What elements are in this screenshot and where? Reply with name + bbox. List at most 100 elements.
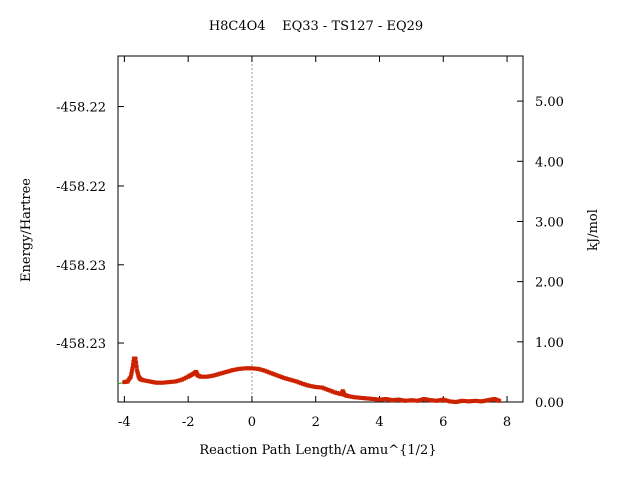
data-point-marker	[288, 377, 293, 382]
data-point-marker	[241, 366, 246, 371]
data-point-marker	[471, 399, 475, 403]
energy-profile-markers	[122, 356, 502, 404]
data-point-marker	[228, 368, 233, 373]
data-point-marker	[392, 398, 397, 402]
data-point-marker	[428, 398, 433, 403]
data-point-marker	[483, 398, 488, 403]
data-point-marker	[162, 380, 167, 385]
data-point-marker	[371, 397, 376, 401]
data-point-marker	[181, 376, 186, 381]
data-point-marker	[296, 380, 301, 385]
y-right-tick-label: 2.00	[535, 276, 564, 291]
data-point-marker	[377, 397, 382, 402]
data-point-marker	[473, 398, 478, 403]
data-point-marker	[254, 366, 259, 371]
y-left-tick-label: -458.23	[56, 259, 106, 274]
data-point-marker	[279, 375, 284, 380]
data-point-marker	[273, 372, 278, 377]
data-point-marker	[152, 380, 157, 385]
y-left-axis-ticks: -458.23 -458.23 -458.22 -458.22	[56, 101, 124, 352]
data-point-marker	[129, 372, 134, 377]
x-axis-ticks: -4 -2 0 2 4 6 8	[118, 56, 511, 430]
data-point-marker	[460, 398, 465, 403]
data-point-marker	[439, 398, 444, 402]
data-point-marker	[215, 372, 220, 377]
data-point-marker	[386, 397, 390, 402]
data-point-marker	[298, 381, 303, 386]
data-point-marker	[286, 377, 291, 382]
data-point-marker	[224, 369, 229, 374]
data-point-marker	[409, 398, 414, 403]
data-point-marker	[349, 394, 354, 399]
data-point-marker	[398, 398, 403, 402]
data-point-marker	[177, 378, 182, 383]
data-point-marker	[292, 378, 297, 383]
data-point-marker	[262, 368, 267, 373]
data-point-marker	[320, 385, 325, 390]
data-point-marker	[154, 380, 159, 385]
x-tick-label: -2	[182, 415, 195, 430]
data-point-marker	[407, 398, 412, 403]
data-point-marker	[160, 380, 165, 385]
y-left-axis-label: Energy/Hartree	[19, 178, 34, 282]
data-point-marker	[413, 398, 418, 403]
data-point-marker	[477, 399, 482, 404]
data-point-marker	[133, 356, 138, 361]
data-point-marker	[239, 366, 244, 371]
data-point-marker	[201, 374, 205, 379]
data-point-marker	[379, 397, 384, 402]
data-point-marker	[337, 391, 342, 396]
data-point-marker	[309, 384, 314, 389]
x-tick-label: 8	[503, 415, 511, 430]
data-point-marker	[243, 366, 248, 371]
data-point-marker	[307, 383, 312, 388]
data-point-marker	[322, 386, 327, 391]
data-point-marker	[390, 398, 395, 403]
x-axis-label: Reaction Path Length/A amu^{1/2}	[199, 443, 436, 458]
data-point-marker	[184, 375, 188, 380]
data-point-marker	[143, 378, 148, 383]
data-point-marker	[252, 366, 257, 371]
data-point-marker	[424, 397, 429, 402]
data-point-marker	[462, 399, 467, 403]
data-point-marker	[311, 384, 316, 389]
data-point-marker	[434, 398, 439, 403]
y-right-tick-label: 3.00	[535, 215, 564, 230]
data-point-marker	[375, 397, 380, 402]
data-point-marker	[430, 398, 435, 403]
data-point-marker	[497, 398, 502, 403]
data-point-marker	[128, 374, 133, 379]
data-point-marker	[449, 399, 454, 404]
data-point-marker	[213, 372, 218, 377]
data-point-marker	[466, 399, 471, 404]
data-point-marker	[232, 367, 237, 372]
data-point-marker	[388, 397, 393, 402]
data-point-marker	[266, 370, 271, 375]
data-point-marker	[426, 397, 431, 402]
data-point-marker	[394, 397, 399, 402]
data-point-marker	[134, 360, 139, 365]
data-point-marker	[328, 388, 333, 393]
data-point-marker	[381, 397, 386, 402]
data-point-marker	[352, 395, 356, 400]
data-point-marker	[294, 379, 299, 384]
y-right-tick-label: 4.00	[535, 155, 564, 170]
data-point-marker	[458, 399, 463, 404]
data-point-marker	[290, 378, 295, 383]
data-point-marker	[417, 398, 422, 403]
data-point-marker	[247, 366, 252, 371]
data-point-marker	[360, 396, 365, 400]
data-point-marker	[443, 398, 448, 403]
data-point-marker	[490, 397, 495, 402]
data-point-marker	[284, 376, 288, 381]
data-point-marker	[479, 399, 484, 404]
data-point-marker	[175, 378, 180, 383]
y-left-tick-label: -458.22	[56, 101, 106, 116]
data-point-marker	[249, 366, 254, 371]
y-right-tick-label: 5.00	[535, 95, 564, 110]
data-point-marker	[130, 363, 135, 368]
data-point-marker	[230, 368, 235, 373]
data-point-marker	[354, 395, 359, 400]
y-right-axis-ticks: 0.00 1.00 2.00 3.00 4.00 5.00	[517, 95, 564, 411]
